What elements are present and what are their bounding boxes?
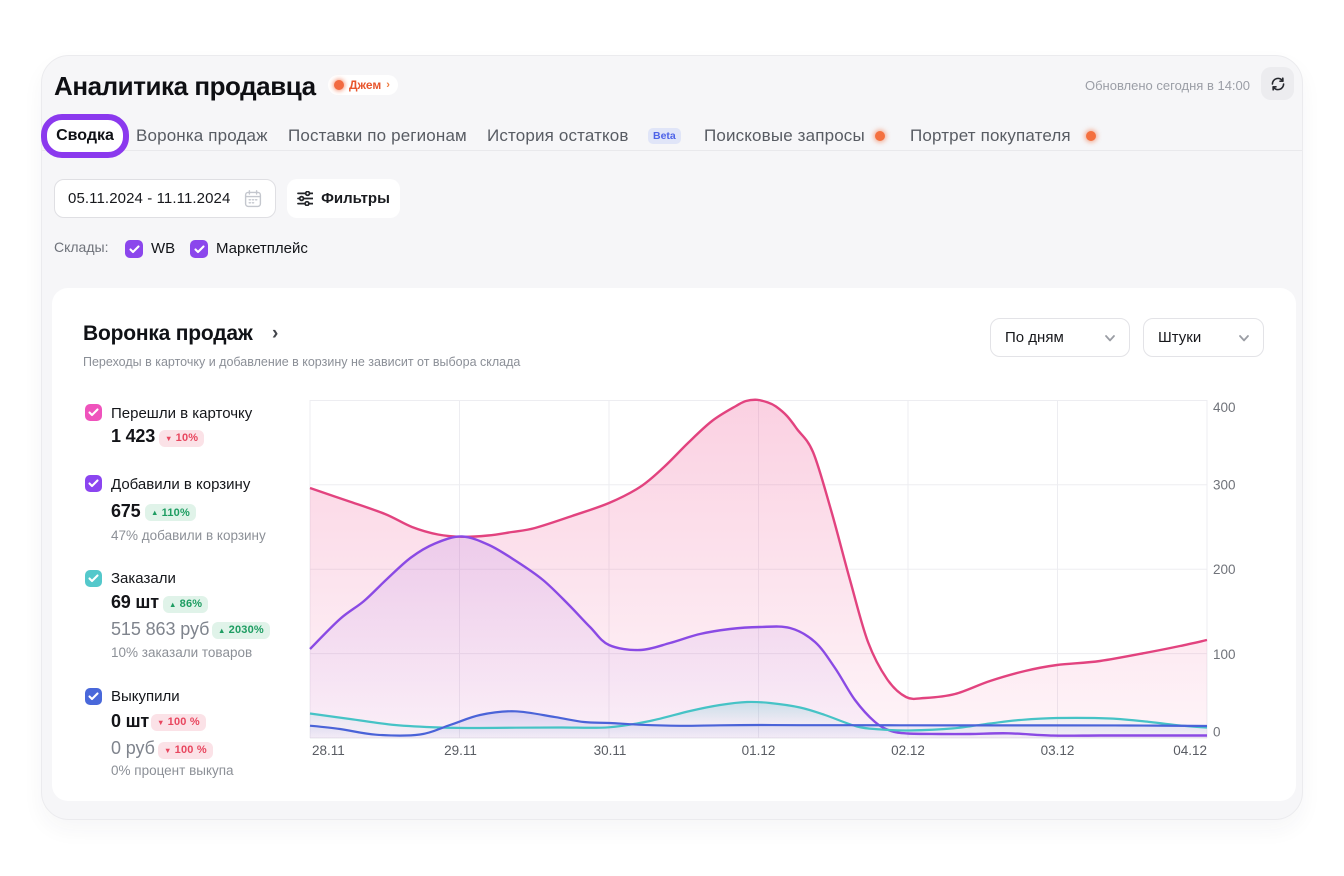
svg-text:400: 400 bbox=[1213, 400, 1236, 415]
svg-text:01.12: 01.12 bbox=[742, 743, 776, 758]
svg-text:02.12: 02.12 bbox=[891, 743, 925, 758]
svg-text:200: 200 bbox=[1213, 562, 1236, 577]
svg-text:100: 100 bbox=[1213, 647, 1236, 662]
svg-text:28.11: 28.11 bbox=[312, 743, 345, 758]
svg-text:04.12: 04.12 bbox=[1173, 743, 1207, 758]
svg-text:300: 300 bbox=[1213, 478, 1236, 493]
svg-text:0: 0 bbox=[1213, 725, 1221, 740]
svg-text:29.11: 29.11 bbox=[444, 743, 477, 758]
svg-text:30.11: 30.11 bbox=[594, 743, 627, 758]
svg-text:03.12: 03.12 bbox=[1041, 743, 1075, 758]
